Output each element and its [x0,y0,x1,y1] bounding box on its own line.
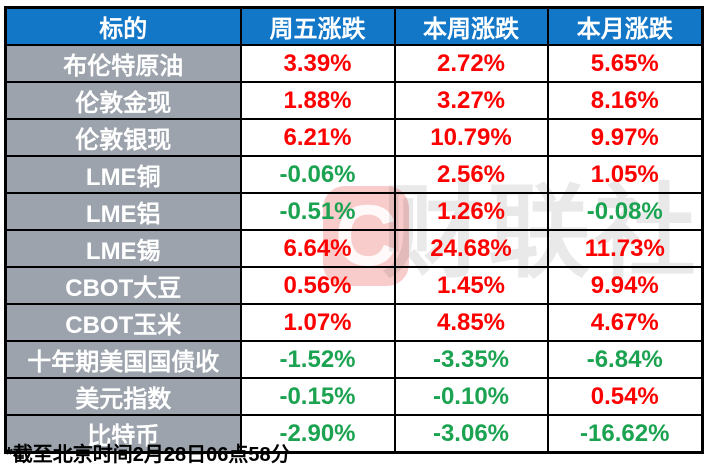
header-row: 标的 周五涨跌 本周涨跌 本月涨跌 [4,6,704,46]
change-value: -16.62% [546,414,704,454]
change-value: 6.64% [239,229,396,268]
column-header-month: 本月涨跌 [546,6,704,46]
change-value: 0.56% [239,266,396,305]
change-value: -3.35% [393,340,549,379]
change-value: 0.54% [546,377,704,416]
change-value: -0.08% [546,192,704,231]
change-value: 2.56% [393,155,549,194]
table-row: LME锡 6.64% 24.68% 11.73% [4,229,704,268]
column-header-target: 标的 [4,6,242,46]
change-value: 8.16% [546,81,704,120]
change-value: -2.90% [239,414,396,454]
asset-label: 美元指数 [4,377,242,416]
table-row: LME铜 -0.06% 2.56% 1.05% [4,155,704,194]
change-value: 1.26% [393,192,549,231]
table-body: 布伦特原油 3.39% 2.72% 5.65% 伦敦金现 1.88% 3.27%… [4,44,704,454]
asset-label: 伦敦金现 [4,81,242,120]
table-row: 十年期美国国债收 -1.52% -3.35% -6.84% [4,340,704,379]
column-header-friday: 周五涨跌 [239,6,396,46]
asset-label: 伦敦银现 [4,118,242,157]
change-value: -0.15% [239,377,396,416]
change-value: 4.67% [546,303,704,342]
change-value: 1.88% [239,81,396,120]
asset-label: CBOT玉米 [4,303,242,342]
change-value: 1.07% [239,303,396,342]
change-value: -0.51% [239,192,396,231]
table-row: CBOT大豆 0.56% 1.45% 9.94% [4,266,704,305]
table-row: CBOT玉米 1.07% 4.85% 4.67% [4,303,704,342]
table-row: 伦敦金现 1.88% 3.27% 8.16% [4,81,704,120]
asset-label: LME铝 [4,192,242,231]
column-header-week: 本周涨跌 [393,6,549,46]
change-value: 11.73% [546,229,704,268]
asset-label: CBOT大豆 [4,266,242,305]
change-value: -0.10% [393,377,549,416]
change-value: 3.27% [393,81,549,120]
price-change-table: 标的 周五涨跌 本周涨跌 本月涨跌 布伦特原油 3.39% 2.72% 5.65… [4,6,704,454]
change-value: -0.06% [239,155,396,194]
asset-label: LME锡 [4,229,242,268]
asset-label: 布伦特原油 [4,44,242,83]
table-row: 布伦特原油 3.39% 2.72% 5.65% [4,44,704,83]
asset-label: LME铜 [4,155,242,194]
change-value: 6.21% [239,118,396,157]
timestamp-note: *截至北京时间2月28日06点58分 [5,444,291,466]
change-value: 10.79% [393,118,549,157]
asset-label: 十年期美国国债收 [4,340,242,379]
change-value: 24.68% [393,229,549,268]
change-value: -6.84% [546,340,704,379]
table-row: 美元指数 -0.15% -0.10% 0.54% [4,377,704,416]
change-value: 5.65% [546,44,704,83]
change-value: 9.94% [546,266,704,305]
table-row: 比特币 -2.90% -3.06% -16.62% [4,414,704,454]
change-value: 9.97% [546,118,704,157]
table-header: 标的 周五涨跌 本周涨跌 本月涨跌 [4,6,704,46]
asset-label: 比特币 [4,414,242,454]
change-value: 4.85% [393,303,549,342]
change-value: 1.45% [393,266,549,305]
table-row: LME铝 -0.51% 1.26% -0.08% [4,192,704,231]
change-value: 3.39% [239,44,396,83]
table-row: 伦敦银现 6.21% 10.79% 9.97% [4,118,704,157]
change-value: -1.52% [239,340,396,379]
change-value: 2.72% [393,44,549,83]
change-value: -3.06% [393,414,549,454]
change-value: 1.05% [546,155,704,194]
